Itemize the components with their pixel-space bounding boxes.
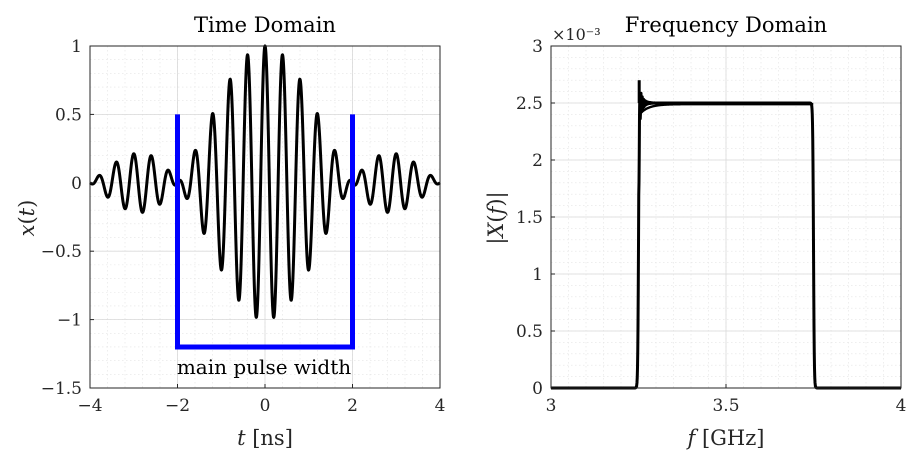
time-domain-title: Time Domain	[194, 13, 336, 37]
y-tick-label: 3	[532, 37, 543, 57]
x-tick-label: −4	[77, 396, 102, 416]
y-tick-label: 0.5	[516, 322, 543, 342]
frequency-domain-xlabel: f [GHz]	[686, 426, 765, 450]
y-tick-label: −0.5	[41, 242, 82, 262]
frequency-domain-chart: Frequency Domain ×10⁻³ 3 3.5 4 0 0.5 1 1.5 2 2.5…	[484, 13, 906, 450]
frequency-domain-ylabel: |X(f)|	[484, 191, 509, 244]
time-domain-xlabel: t [ns]	[237, 426, 293, 450]
y-multiplier-label: ×10⁻³	[552, 25, 601, 44]
x-tick-label: 3.5	[712, 396, 739, 416]
y-tick-label: 1.5	[516, 208, 543, 228]
x-tick-label: 0	[260, 396, 271, 416]
x-tick-label: 2	[347, 396, 358, 416]
y-tick-label: −1.5	[41, 379, 82, 399]
x-tick-label: 4	[896, 396, 906, 416]
y-tick-label: 2.5	[516, 94, 543, 114]
main-pulse-width-label: main pulse width	[177, 355, 351, 379]
y-tick-label: 2	[532, 151, 543, 171]
y-tick-label: −1	[57, 311, 82, 331]
y-tick-label: 0	[532, 379, 543, 399]
x-tick-label: 4	[435, 396, 446, 416]
y-tick-label: 0.5	[55, 105, 82, 125]
time-domain-ylabel: x(t)	[15, 200, 39, 237]
y-tick-label: 1	[71, 37, 82, 57]
x-tick-label: −2	[165, 396, 190, 416]
x-tick-label: 3	[546, 396, 557, 416]
y-tick-label: 0	[71, 174, 82, 194]
time-domain-chart: Time Domain −4 −2 0 2 4 −1.5 −1 −0.5 0 0.5 1 main …	[15, 13, 445, 450]
frequency-domain-title: Frequency Domain	[625, 13, 827, 37]
y-tick-label: 1	[532, 265, 543, 285]
pulse-width-bracket	[175, 114, 355, 350]
